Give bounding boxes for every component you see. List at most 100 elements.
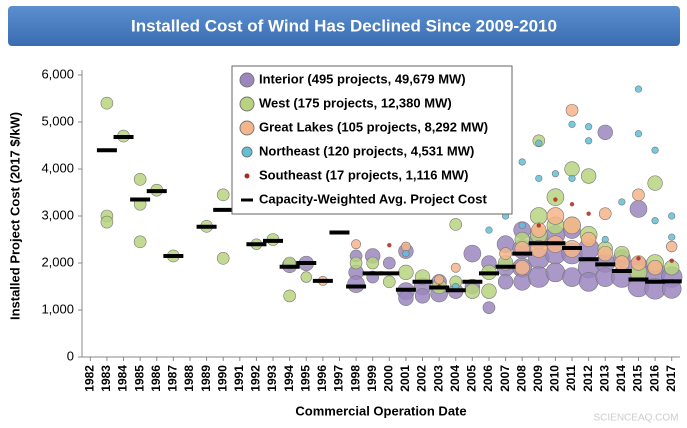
bubble [531,222,547,238]
bubble [629,200,648,218]
x-tick-label: 2013 [597,365,611,392]
y-tick-label: 1,000 [41,301,74,316]
bubble [632,188,645,202]
bubble [551,170,560,178]
y-tick-label: 2,000 [41,254,74,269]
legend-box [231,65,513,215]
x-tick-label: 1992 [249,365,263,392]
bubble [564,161,580,177]
bubble [518,158,526,166]
x-tick-label: 1996 [315,365,329,392]
bubble [578,272,599,292]
x-tick-label: 1984 [116,365,130,392]
bubble [535,174,543,182]
bubble [347,275,365,293]
bubble [351,239,362,250]
bubble [647,175,663,191]
bubble [366,256,379,270]
bubble [669,258,674,263]
legend-label: Southeast (17 projects, 1,116 MW) [259,167,469,182]
chart-title: Installed Cost of Wind Has Declined Sinc… [131,16,557,35]
x-tick-label: 2012 [581,365,595,392]
x-tick-label: 1993 [265,365,279,392]
bubble [530,207,548,225]
bubble [546,188,565,206]
bubble [485,226,493,234]
bubble [666,240,678,253]
bubble [497,274,514,290]
x-tick-label: 1990 [215,365,229,392]
legend-swatch [241,146,253,158]
bubble [387,242,392,248]
bubble [383,275,396,289]
bubble [618,198,626,206]
y-tick-label: 3,000 [41,207,74,222]
bubble [614,255,630,271]
bubble [597,245,613,262]
bubble [598,207,612,220]
legend-swatch [239,120,255,136]
legend-label: Great Lakes (105 projects, 8,292 MW) [259,119,488,134]
x-axis-title: Commercial Operation Date [295,403,466,418]
x-tick-label: 1994 [282,365,296,392]
bubble [450,262,461,273]
legend-swatch [244,173,250,179]
bubble [553,197,558,202]
bubble [514,260,530,276]
bubble [402,250,410,258]
bubble [565,103,579,117]
bubble [216,188,230,202]
x-tick-label: 2004 [448,365,462,392]
x-tick-label: 1991 [232,365,246,392]
x-tick-label: 1983 [99,365,113,392]
x-tick-label: 1985 [132,365,146,392]
bubble [569,202,575,207]
x-tick-label: 2017 [664,365,678,392]
bubble [449,218,463,231]
x-tick-label: 1995 [298,365,312,392]
x-tick-label: 2000 [381,365,395,392]
watermark: SCIENCEAQ.COM [593,413,678,424]
bubble [100,215,114,229]
bubble [651,146,659,154]
bubble [668,233,676,241]
bubble [568,120,576,128]
bubble [414,288,431,304]
legend-label: Northeast (120 projects, 4,531 MW) [259,143,474,158]
bubble [601,235,609,244]
x-tick-label: 1989 [199,365,213,392]
bubble [383,256,396,270]
bubble [634,85,643,93]
y-axis-title: Installed Project Cost (2017 $/kW) [7,112,22,320]
x-tick-label: 1997 [332,365,346,392]
bubble [651,217,659,225]
bubble [400,241,411,252]
x-tick-label: 2008 [514,365,528,392]
x-tick-label: 2011 [564,365,578,391]
x-tick-label: 2005 [465,365,479,392]
bubble [580,231,597,248]
bubble [100,96,114,110]
bubble [636,256,641,261]
bubble [668,212,676,220]
bubble [647,260,663,276]
bubble [536,223,542,228]
bubble [634,130,643,138]
bubble [133,235,147,249]
bubble [563,216,581,235]
bubble [545,262,566,283]
x-tick-label: 1982 [82,365,96,392]
bubble [586,211,591,216]
bubble [568,174,576,182]
x-tick-label: 2003 [431,365,445,392]
bubble [434,274,445,285]
x-tick-label: 2001 [398,365,412,392]
legend-label: Capacity-Weighted Avg. Project Cost [259,191,487,206]
bubble [481,283,497,299]
bubble [499,247,512,260]
bubble [283,289,296,303]
legend: Interior (495 projects, 49,679 MW) West (… [231,65,513,215]
bubble [585,137,593,145]
x-tick-label: 2009 [531,365,545,392]
